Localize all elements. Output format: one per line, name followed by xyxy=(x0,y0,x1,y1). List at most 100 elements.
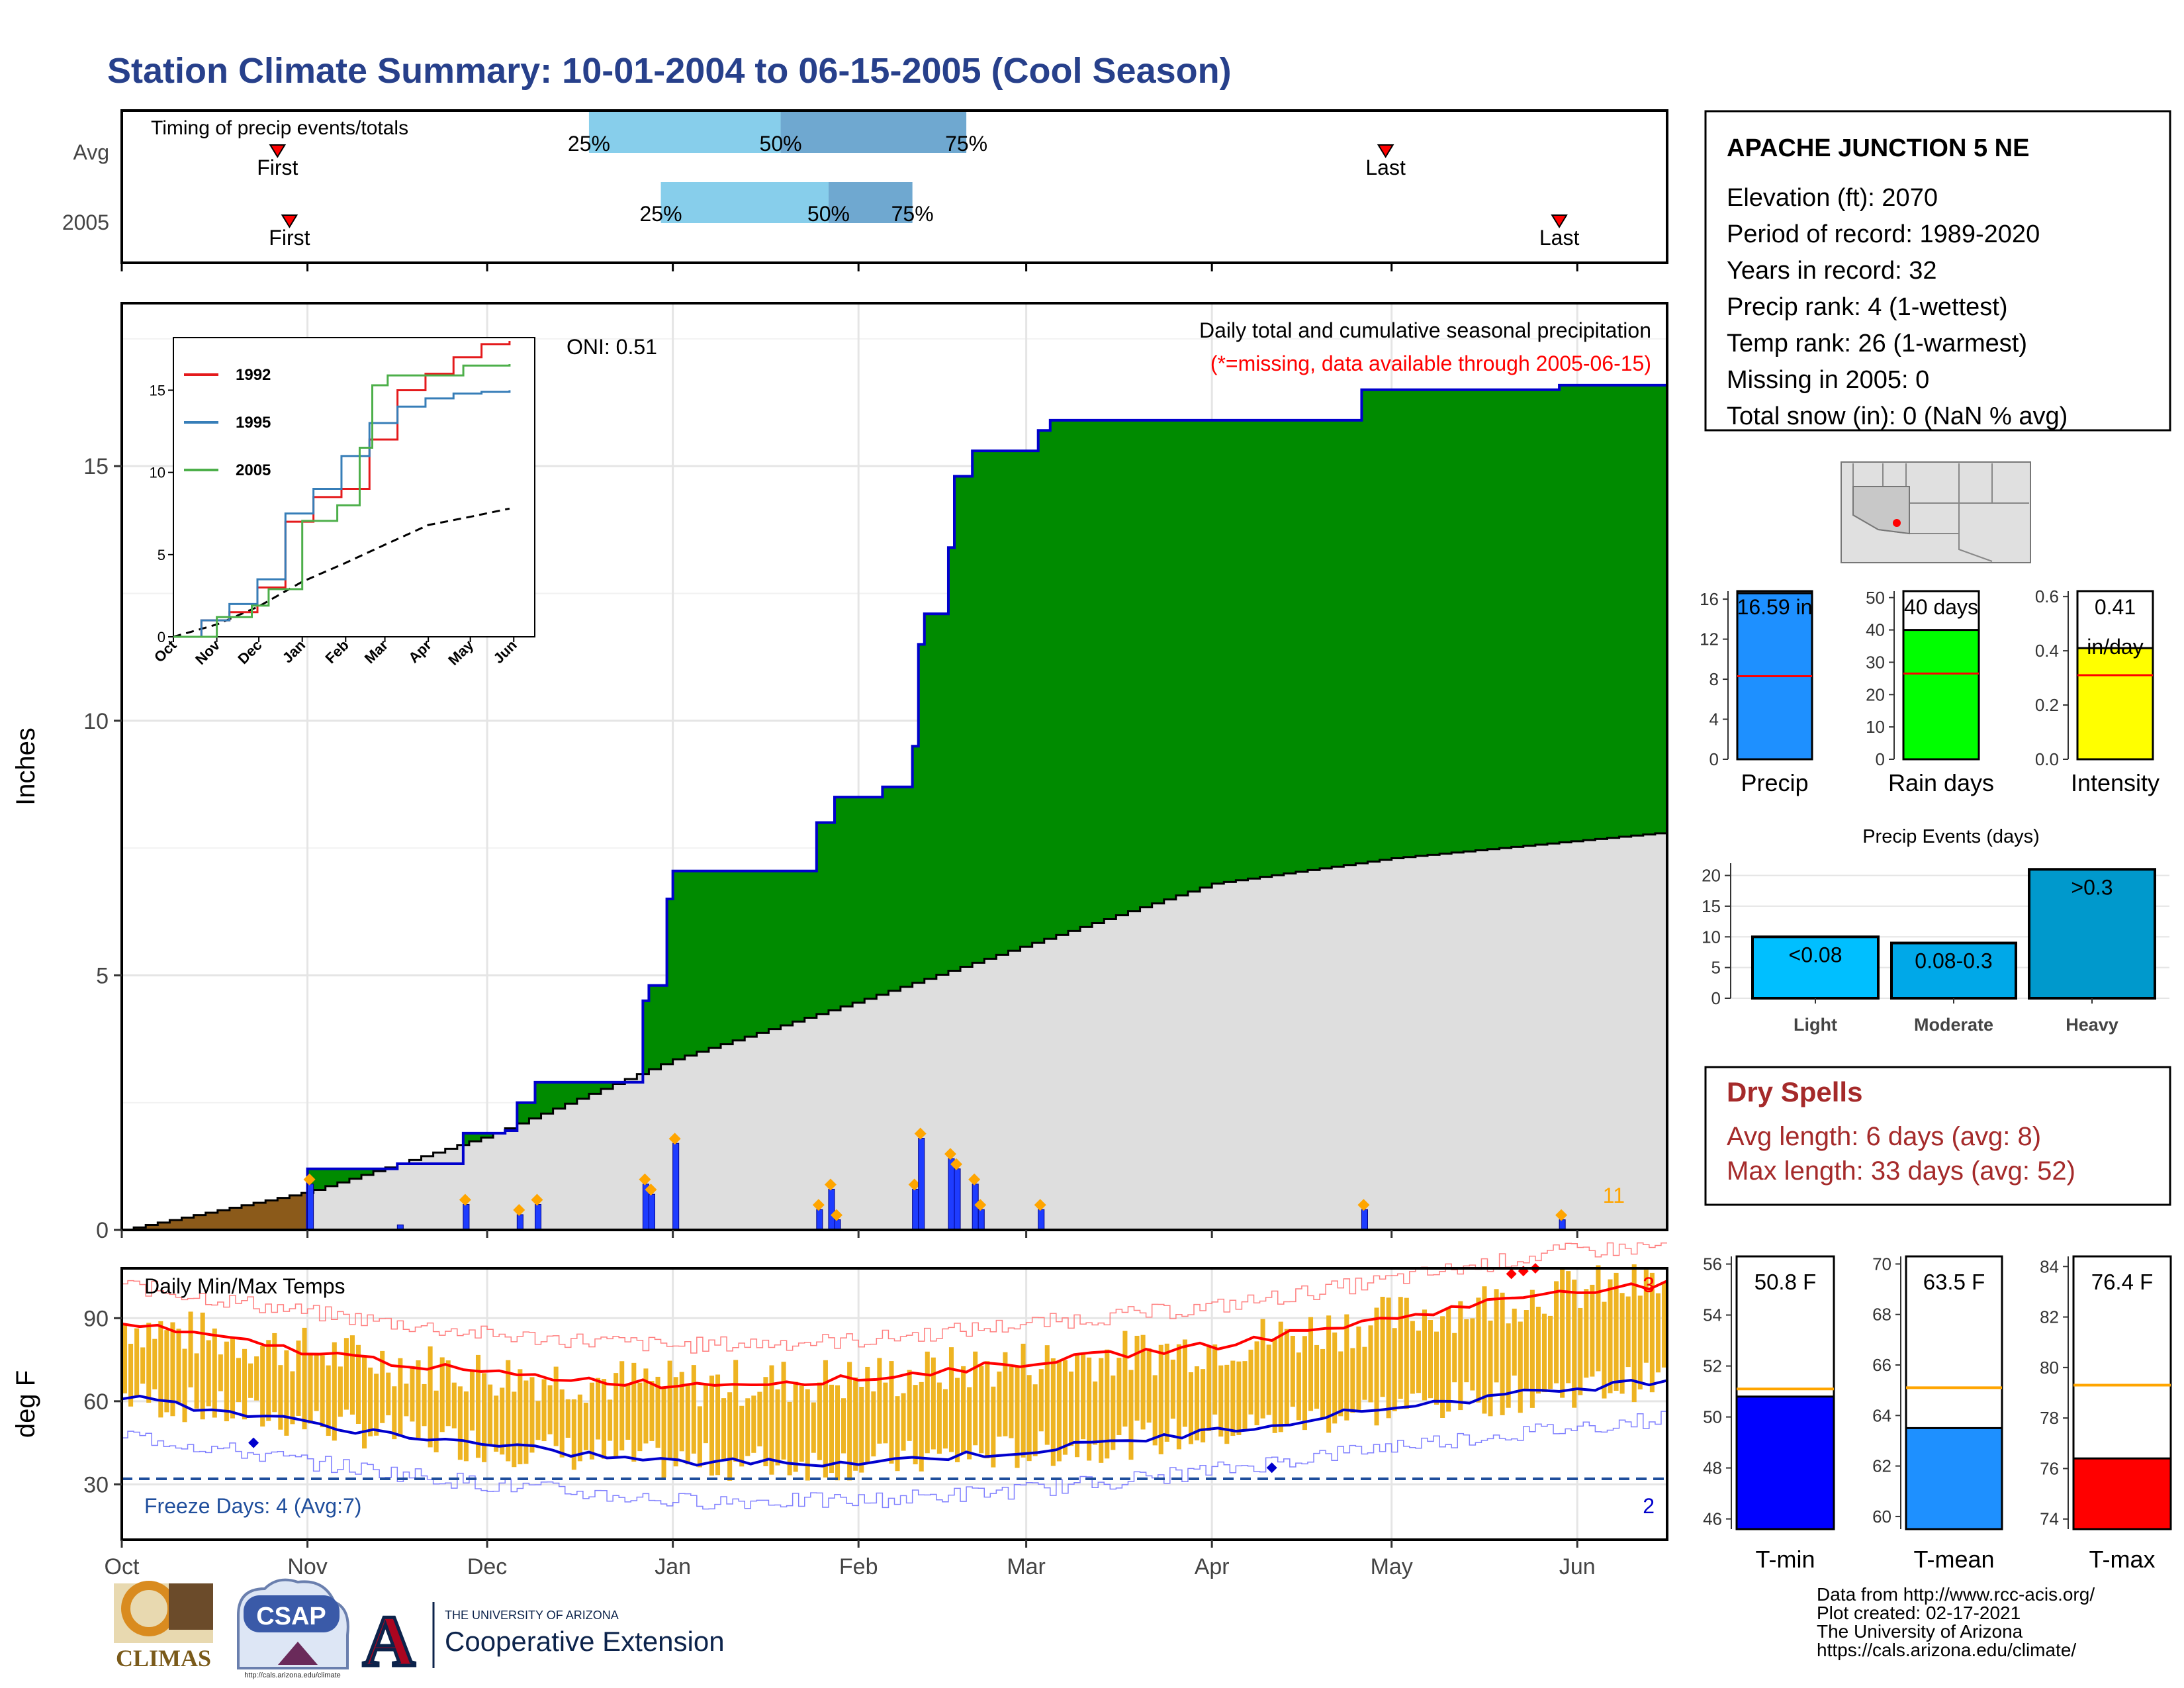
daily-temp-bar xyxy=(194,1353,199,1409)
daily-temp-bar xyxy=(1290,1335,1295,1407)
daily-temp-bar xyxy=(1625,1296,1631,1368)
daily-temp-bar xyxy=(218,1354,223,1391)
daily-temp-bar xyxy=(296,1340,301,1416)
mini-bar-unit-label: in/day xyxy=(2087,635,2143,659)
daily-temp-bar xyxy=(1524,1310,1529,1391)
daily-temp-bar xyxy=(164,1330,169,1413)
csap-logo-url: http://cals.arizona.edu/climate xyxy=(244,1671,341,1679)
mini-bar-tick-label: 30 xyxy=(1866,652,1885,672)
precip-events-chart: Precip Events (days) 0 5 10 15 20 <0.08 Light 0… xyxy=(1702,826,2173,1035)
daily-temp-bar xyxy=(1134,1335,1140,1421)
daily-temp-bar xyxy=(817,1382,822,1460)
mini-bar-value-label: 16.59 in xyxy=(1737,595,1813,619)
daily-temp-bar xyxy=(1266,1344,1271,1415)
daily-temp-bar xyxy=(1350,1348,1355,1413)
daily-temp-bar xyxy=(224,1341,229,1422)
daily-precip-marker xyxy=(1555,1209,1568,1221)
daily-temp-bar xyxy=(500,1387,505,1455)
month-tick-label: Feb xyxy=(839,1554,878,1579)
temp-summary-tick-label: 62 xyxy=(1872,1456,1891,1476)
daily-temp-bar xyxy=(1026,1375,1032,1462)
daily-temp-bar xyxy=(1320,1348,1326,1419)
daily-temp-bar xyxy=(1476,1297,1481,1403)
daily-temp-bar xyxy=(1590,1284,1595,1377)
timing-bar-25-50 xyxy=(588,112,781,153)
precip-y-tick-label: 15 xyxy=(83,454,109,479)
daily-temp-bar xyxy=(727,1392,733,1481)
daily-temp-bar xyxy=(685,1384,690,1465)
daily-temp-bar xyxy=(1428,1320,1433,1399)
university-of-arizona-logo: A THE UNIVERSITY OF ARIZONA Cooperative … xyxy=(361,1599,725,1683)
daily-temp-bar xyxy=(1230,1360,1236,1436)
record-high-line xyxy=(122,1242,1667,1354)
daily-temp-bar xyxy=(1368,1325,1373,1403)
daily-temp-bar xyxy=(176,1329,181,1405)
mini-bar-value-label: 40 days xyxy=(1904,595,1978,619)
daily-temp-bar xyxy=(1272,1338,1277,1433)
daily-temp-bar xyxy=(757,1391,762,1446)
daily-temp-bar xyxy=(871,1391,876,1457)
temp-y-tick-label: 30 xyxy=(83,1472,109,1497)
daily-precip-marker xyxy=(824,1178,837,1191)
daily-temp-bar xyxy=(829,1384,834,1474)
daily-temp-bar xyxy=(1380,1297,1385,1397)
inset-y-tick-label: 5 xyxy=(158,547,165,563)
daily-temp-bar xyxy=(697,1406,702,1468)
daily-temp-bar xyxy=(1446,1308,1451,1412)
daily-temp-bar xyxy=(236,1358,242,1403)
record-low-line xyxy=(122,1411,1667,1510)
mini-bar-category-label: Precip xyxy=(1741,769,1808,796)
temp-summary-tick-label: 76 xyxy=(2040,1458,2059,1478)
daily-temp-bar xyxy=(1404,1297,1409,1409)
daily-temp-bar xyxy=(619,1361,625,1451)
precip-events-title: Precip Events (days) xyxy=(1862,826,2040,847)
daily-temp-bar xyxy=(948,1347,954,1452)
station-info-box: APACHE JUNCTION 5 NE Elevation (ft): 207… xyxy=(1704,110,2171,432)
inset-y-tick-label: 10 xyxy=(150,465,165,481)
daily-temp-bar xyxy=(1614,1272,1619,1391)
daily-temp-bar xyxy=(541,1379,547,1442)
daily-temp-bar xyxy=(374,1374,379,1436)
daily-precip-marker xyxy=(914,1127,927,1140)
last-event-marker xyxy=(1551,214,1568,228)
daily-temp-bar xyxy=(602,1379,607,1459)
inset-series-line xyxy=(173,363,511,638)
daily-temp-bar xyxy=(1111,1375,1116,1450)
temp-summary-tick-label: 80 xyxy=(2040,1358,2059,1378)
daily-precip-bar xyxy=(534,1204,542,1231)
daily-temp-bar xyxy=(1302,1336,1307,1430)
temp-summary-tick-label: 74 xyxy=(2040,1509,2059,1529)
page-title: Station Climate Summary: 10-01-2004 to 0… xyxy=(107,51,1232,91)
daily-temp-bar xyxy=(667,1360,672,1460)
station-location-marker xyxy=(1893,519,1901,527)
daily-temp-bar xyxy=(1631,1264,1637,1403)
daily-temp-bar xyxy=(793,1382,798,1472)
daily-precip-bar xyxy=(463,1204,470,1231)
daily-temp-bar xyxy=(1344,1314,1349,1421)
mini-bar-tick-label: 0 xyxy=(1709,749,1719,769)
daily-precip-marker xyxy=(639,1173,651,1186)
daily-temp-bar xyxy=(991,1386,996,1468)
daily-temp-bar xyxy=(1554,1281,1559,1383)
station-name: APACHE JUNCTION 5 NE xyxy=(1727,134,2029,162)
temp-summary-category-label: T-min xyxy=(1756,1546,1815,1573)
daily-temp-bar xyxy=(715,1374,721,1476)
dry-spells-max-length: Max length: 33 days (avg: 52) xyxy=(1727,1156,2075,1186)
daily-temp-bar xyxy=(506,1360,511,1462)
daily-temp-bar xyxy=(1464,1319,1469,1383)
daily-precip-bar xyxy=(672,1143,680,1231)
daily-temp-bar xyxy=(1105,1349,1110,1459)
inset-y-tick-label: 0 xyxy=(158,629,165,645)
daily-temp-bar xyxy=(1643,1270,1649,1363)
timing-bar-50-75 xyxy=(780,112,967,153)
daily-temp-bar xyxy=(1374,1307,1379,1426)
daily-temp-bar xyxy=(637,1382,643,1452)
footer-data-source: Data from http://www.rcc-acis.org/ xyxy=(1817,1584,2095,1605)
mini-bar-value xyxy=(1902,629,1980,761)
daily-temp-bar xyxy=(1410,1321,1415,1394)
daily-temp-bar xyxy=(1596,1265,1601,1372)
daily-temp-bar xyxy=(1122,1331,1128,1427)
mini-bar-tick-label: 0.2 xyxy=(2035,695,2059,715)
daily-temp-bar xyxy=(673,1377,678,1467)
last-event-marker xyxy=(1377,144,1394,158)
